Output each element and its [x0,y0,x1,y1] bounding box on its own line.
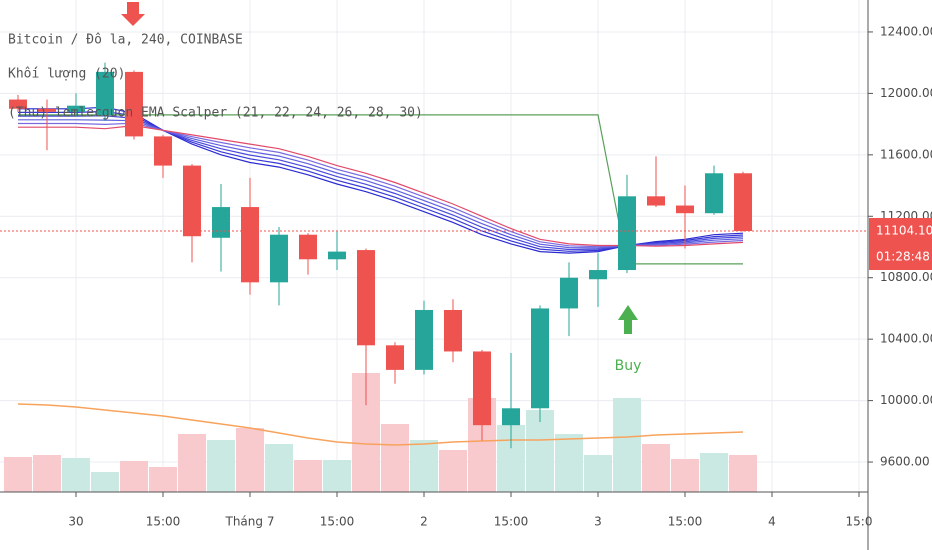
volume-bar [613,398,642,492]
y-tick-label: 11600.00 [880,147,932,161]
candle-body [66,105,85,112]
countdown-label: 01:28:48 [876,250,930,264]
indicator-label: Khối lượng (20) [8,67,125,82]
candle-body [414,309,433,370]
volume-bar [438,450,467,492]
buy-label: Buy [615,358,642,374]
volume-bar [61,458,90,492]
price-axis-bg [868,0,932,550]
x-tick-label: 2 [420,515,428,529]
candle-body [240,207,259,283]
candle-body [647,196,666,206]
x-tick-label: 15:00 [320,515,355,529]
axis-layer: 9600.0010000.0010400.0010800.0011200.001… [68,24,932,529]
candle-body [530,308,549,409]
candle-body [269,234,288,283]
last-price-label: 11104.10 [876,224,932,238]
y-tick-label: 12000.00 [880,86,932,100]
volume-bar [3,457,32,492]
x-tick-label: 15:00 [494,515,529,529]
volume-bar [119,461,148,492]
candle-body [443,309,462,352]
candle-body [589,270,608,280]
volume-layer [3,373,758,492]
volume-bar [177,434,206,492]
candle-body [501,408,520,426]
x-tick-label: 3 [594,515,602,529]
y-tick-label: 10400.00 [880,332,932,346]
chart-title: Bitcoin / Đô la, 240, COINBASE [8,33,243,48]
volume-bar [206,440,235,492]
y-tick-label: 10000.00 [880,393,932,407]
x-tick-label: 15:00 [668,515,703,529]
candle-body [124,71,143,137]
volume-bar [729,455,758,492]
sell-arrow [121,2,145,26]
candle-body [153,136,172,166]
candle-layer [8,62,753,449]
x-tick-label: 4 [768,515,776,529]
candle-body [676,205,695,214]
last-price-box [869,218,932,245]
volume-bar [90,472,119,492]
volume-bar [700,453,729,492]
volume-bar [293,460,322,492]
candle-body [472,351,491,426]
volume-bar [409,440,438,492]
candle-body [559,277,578,309]
candle-body [298,234,317,260]
x-tick-label: 30 [68,515,83,529]
candle-body [37,108,56,112]
volume-bar [525,410,554,492]
candle-body [385,345,404,370]
volume-ma [17,403,744,446]
indicator-label: (Thu) lemlecguon EMA Scalper (21, 22, 24… [8,106,423,121]
candle-body [182,165,201,237]
x-tick-label: 15:0 [846,515,873,529]
candle-body [95,71,114,115]
y-tick-label: 12400.00 [880,24,932,38]
volume-bar [584,455,613,492]
volume-bar [322,460,351,492]
x-tick-label: Tháng 7 [225,515,275,529]
candle-body [734,173,753,232]
time-axis-bg [0,492,868,550]
volume-bar [554,434,584,492]
volume-bar [380,424,409,492]
volume-bar [235,428,264,492]
candle-body [211,207,230,238]
candle-body [327,251,346,260]
x-tick-label: 15:00 [146,515,181,529]
y-tick-label: 9600.00 [880,455,930,469]
volume-bar [32,455,61,492]
buy-arrow [618,305,638,334]
y-tick-label: 10800.00 [880,270,932,284]
countdown-box [869,244,932,271]
volume-bar [264,444,293,492]
candle-body [618,196,637,271]
candle-body [705,173,724,214]
candle-body [356,250,375,346]
volume-bar [642,444,671,492]
volume-bar [148,467,177,492]
volume-bar [671,459,700,492]
candle-body [8,99,27,109]
